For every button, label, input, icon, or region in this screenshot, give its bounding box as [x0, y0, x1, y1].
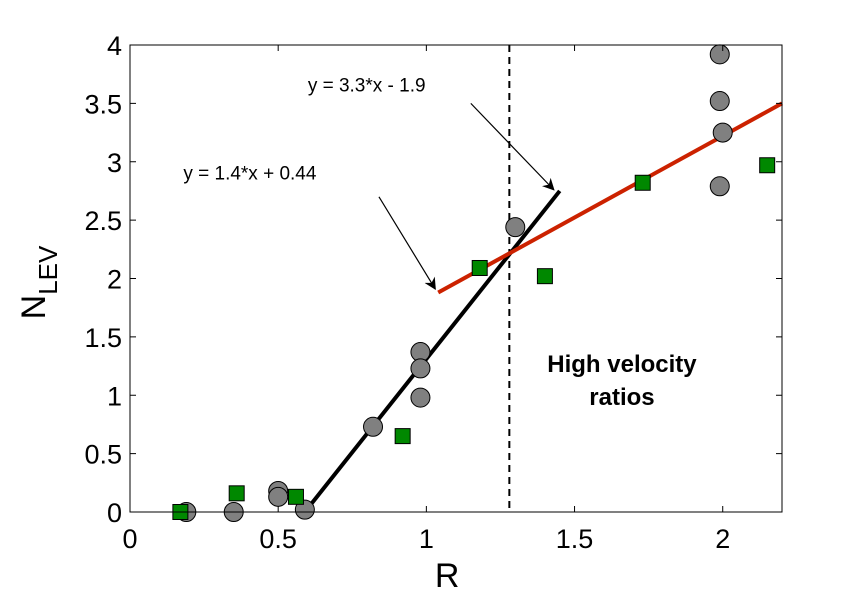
y-axis-title: NLEV — [15, 245, 63, 319]
y-axis-title-sub: LEV — [33, 245, 63, 295]
y-tick-label: 0 — [107, 498, 122, 528]
x-tick-label: 1 — [419, 524, 434, 554]
x-tick-label: 1.5 — [556, 524, 594, 554]
region-label-line: High velocity — [547, 351, 697, 378]
data-point-circle — [363, 416, 384, 437]
region-label: High velocity ratios — [547, 351, 697, 411]
x-tick-label: 2 — [715, 524, 730, 554]
equation-label: y = 1.4*x + 0.44 — [183, 163, 317, 184]
annotation-arrow — [470, 102, 555, 191]
data-point-square — [228, 485, 245, 502]
x-tick-label: 0 — [122, 524, 137, 554]
y-tick-label: 1 — [107, 381, 122, 411]
y-tick-label: 0.5 — [84, 440, 122, 470]
data-point-circle — [709, 91, 730, 112]
data-point-square — [634, 174, 651, 191]
region-label-line: ratios — [589, 384, 654, 411]
x-tick-label: 0.5 — [259, 524, 297, 554]
data-point-square — [536, 268, 553, 285]
y-tick-label: 2 — [107, 265, 122, 295]
y-axis-title-main: N — [15, 295, 53, 320]
data-point-circle — [294, 499, 315, 520]
data-point-circle — [410, 387, 431, 408]
data-point-circle — [709, 176, 730, 197]
y-tick-label: 3 — [107, 148, 122, 178]
y-tick-label: 3.5 — [84, 89, 122, 119]
data-point-circle — [410, 358, 431, 379]
data-point-square — [471, 259, 488, 276]
annotation-arrow — [378, 196, 436, 291]
data-point-circle — [712, 122, 733, 143]
data-point-square — [759, 157, 776, 174]
fit-line-black — [303, 189, 562, 514]
x-axis-title: R — [435, 557, 460, 595]
data-point-circle — [268, 486, 289, 507]
data-point-circle — [709, 44, 730, 65]
data-point-circle — [505, 217, 526, 238]
equation-label: y = 3.3*x - 1.9 — [308, 76, 426, 97]
data-point-square — [287, 488, 304, 505]
plot-area — [130, 45, 782, 512]
y-tick-label: 2.5 — [84, 206, 122, 236]
data-point-square — [394, 428, 411, 445]
y-tick-label: 4 — [107, 31, 122, 61]
y-tick-label: 1.5 — [84, 323, 122, 353]
